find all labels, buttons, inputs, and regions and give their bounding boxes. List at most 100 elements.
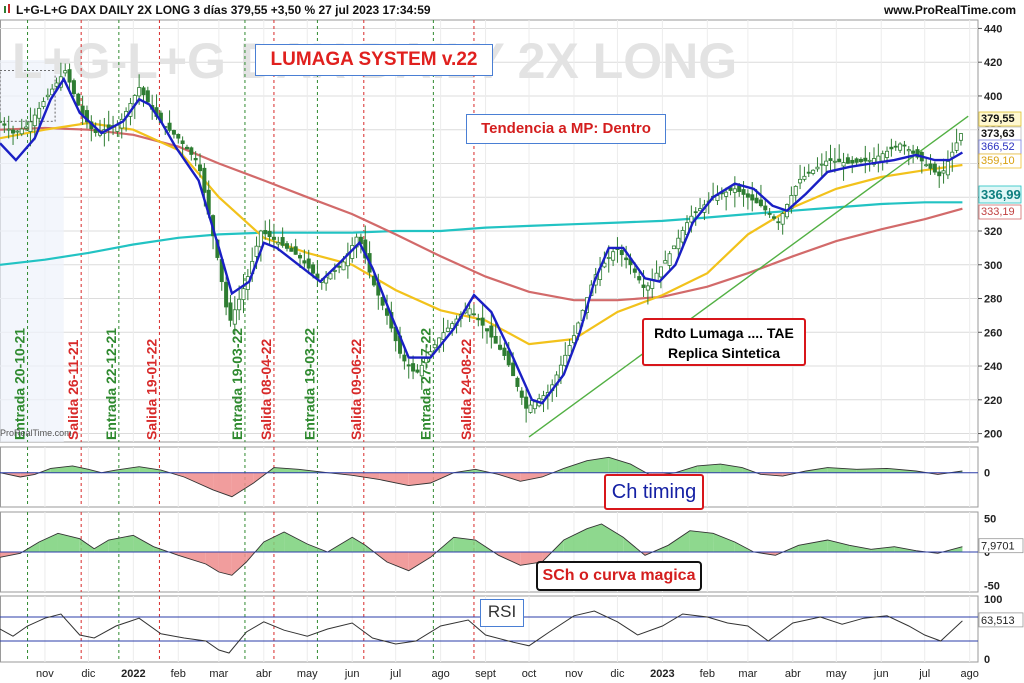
ytick-label-260: 260 [984, 327, 1002, 339]
ch-timing-fill [115, 466, 140, 473]
xtick-label-sept: sept [475, 668, 496, 680]
ytick-label-240: 240 [984, 361, 1002, 373]
candle-body [911, 150, 916, 154]
candle-body [428, 351, 433, 356]
signal-label-2: Entrada 22-12-21 [103, 328, 119, 440]
trend-status-box: Tendencia a MP: Dentro [466, 114, 666, 144]
candle-body [406, 364, 411, 367]
candle-body [271, 236, 276, 240]
candle-body [802, 175, 807, 180]
rsi-ytick-0: 0 [984, 654, 990, 666]
candle-body [780, 213, 785, 225]
candle-body [84, 110, 89, 123]
sch-fill [386, 552, 409, 571]
candle-body [767, 213, 772, 215]
xtick-label-2023: 2023 [650, 668, 674, 680]
sch-fill [57, 533, 80, 552]
candle-body [932, 163, 937, 173]
yield-note-box: Rdto Lumaga .... TAE Replica Sintetica [642, 318, 806, 366]
candle-body [424, 358, 429, 364]
signal-label-0: Entrada 20-10-21 [12, 328, 28, 440]
candle-body [889, 146, 894, 150]
candle-body [789, 195, 794, 209]
candle-body [524, 396, 529, 409]
yield-note-line1: Rdto Lumaga .... TAE [654, 325, 794, 341]
trendline [528, 115, 969, 438]
candle-body [624, 257, 629, 261]
candle-body [837, 158, 842, 163]
candle-body [637, 276, 642, 281]
sch-fill [39, 533, 58, 552]
candle-body [841, 162, 846, 167]
candle-body [680, 230, 685, 243]
candle-body [450, 323, 455, 329]
sch-fill [871, 546, 895, 552]
sch-fill [601, 524, 624, 552]
candle-body [776, 221, 781, 224]
ma-red-line [0, 126, 963, 302]
sch-fill [408, 552, 431, 571]
ch-timing-fill [587, 457, 609, 473]
candlestick-icon [4, 4, 10, 13]
candle-body [854, 158, 859, 163]
candle-body [906, 149, 911, 152]
candle-body [232, 309, 237, 325]
last-value-label-blue: 366,52 [981, 141, 1015, 153]
candle-body [941, 170, 946, 174]
candle-body [171, 130, 176, 135]
candle-body [276, 242, 281, 245]
xtick-label-jul: jul [918, 668, 930, 680]
candle-body [441, 332, 446, 340]
candle-body [502, 347, 507, 356]
candle-body [45, 94, 50, 98]
sch-fill [263, 532, 285, 552]
candle-body [415, 369, 420, 373]
candle-body [176, 133, 181, 139]
candle-body [306, 258, 311, 269]
candle-body [902, 144, 907, 147]
sch-fill [133, 535, 154, 552]
candle-body [602, 262, 607, 268]
candle-body [289, 247, 294, 252]
candle-body [254, 245, 259, 257]
candle-body [258, 230, 263, 248]
last-value-label-red: 333,19 [981, 206, 1015, 218]
ch-timing-fill [231, 472, 254, 497]
candle-body [298, 255, 303, 259]
sch-last-value: 7,9701 [981, 541, 1015, 553]
candle-body [806, 171, 811, 174]
candle-body [858, 158, 863, 163]
sch-fill [94, 540, 109, 552]
candle-body [737, 185, 742, 193]
xtick-label-jul: jul [389, 668, 401, 680]
chart-header: L+G-L+G DAX DAILY 2X LONG 3 días 379,55 … [0, 0, 1024, 20]
candle-body [402, 354, 407, 362]
selection-box [0, 70, 56, 122]
ytick-label-220: 220 [984, 395, 1002, 407]
sch-fill [284, 532, 308, 552]
xtick-label-jun: jun [873, 668, 889, 680]
candle-body [832, 160, 837, 163]
fast-ma-line [0, 76, 964, 405]
candle-body [632, 268, 637, 273]
ch-timing-fill [408, 472, 431, 486]
candle-body [924, 164, 929, 167]
candle-body [67, 69, 72, 83]
ytick-label-200: 200 [984, 429, 1002, 441]
brand-link[interactable]: www.ProRealTime.com [883, 3, 1016, 17]
candle-body [380, 297, 385, 306]
candle-body [763, 205, 768, 211]
last-value-tag-cyan [978, 185, 1022, 204]
candle-body [71, 80, 76, 95]
ch-timing-label: Ch timing [604, 474, 704, 510]
candle-body [241, 288, 246, 301]
candle-body [489, 325, 494, 338]
ch-timing-fill [184, 472, 214, 490]
ch-timing-fill [213, 472, 232, 497]
candle-body [293, 246, 298, 255]
sch-fill [108, 535, 134, 552]
candle-body [11, 129, 16, 134]
signal-label-6: Entrada 19-03-22 [301, 328, 317, 440]
ch-timing-fill [379, 472, 409, 486]
